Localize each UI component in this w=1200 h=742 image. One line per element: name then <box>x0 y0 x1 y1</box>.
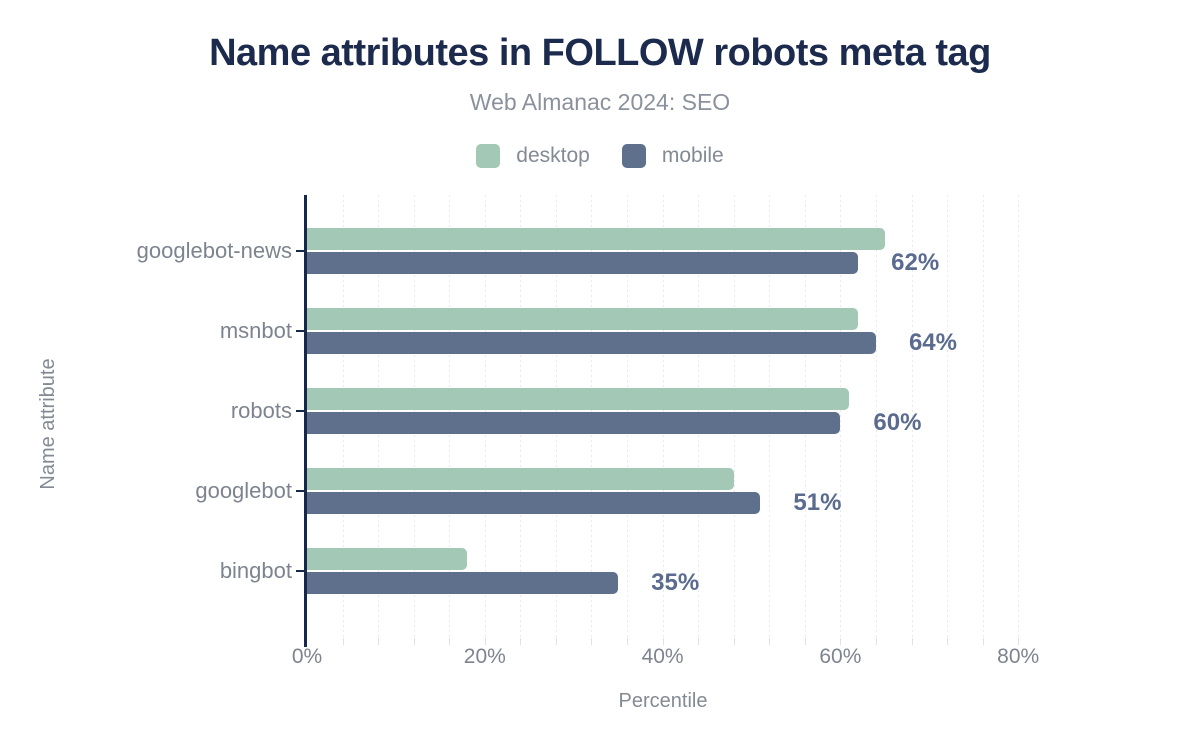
category-label: bingbot <box>219 558 292 583</box>
desktop-bar <box>307 468 734 490</box>
desktop-bar <box>307 388 850 410</box>
mobile-bar <box>307 252 859 274</box>
mobile-bar <box>307 572 619 594</box>
desktop-bar <box>307 308 859 330</box>
y-axis-line <box>304 195 307 638</box>
mobile-bar <box>307 412 841 434</box>
gridline <box>875 195 877 638</box>
gridline <box>982 195 984 638</box>
category-label: msnbot <box>219 318 292 343</box>
value-label: 51% <box>793 489 842 516</box>
x-axis-tick-label: 40% <box>641 645 684 668</box>
x-axis-minor-tick <box>947 638 949 645</box>
x-axis-minor-tick <box>698 638 700 645</box>
chart-legend: desktop mobile <box>0 142 1200 170</box>
y-axis-tick <box>296 570 304 572</box>
x-axis-zero-tick <box>304 638 307 647</box>
gridline <box>840 195 842 638</box>
x-axis-minor-tick <box>662 638 664 645</box>
category-label: googlebot <box>195 478 292 503</box>
x-axis-minor-tick <box>875 638 877 645</box>
y-axis-tick <box>296 490 304 492</box>
mobile-bar <box>307 492 761 514</box>
chart-subtitle: Web Almanac 2024: SEO <box>469 89 731 115</box>
x-axis-minor-tick <box>769 638 771 645</box>
x-axis-tick-label: 80% <box>997 645 1040 668</box>
x-axis-minor-tick <box>520 638 522 645</box>
y-axis-tick <box>296 410 304 412</box>
x-axis-minor-tick <box>840 638 842 645</box>
chart-title: Name attributes in FOLLOW robots meta ta… <box>209 32 991 74</box>
gridline <box>947 195 949 638</box>
x-axis-minor-tick <box>591 638 593 645</box>
x-axis-tick-label: 60% <box>819 645 862 668</box>
desktop-swatch-icon <box>476 144 501 168</box>
x-axis-title: Percentile <box>618 690 708 712</box>
x-axis-minor-tick <box>982 638 984 645</box>
x-axis-minor-tick <box>378 638 380 645</box>
x-axis-minor-tick <box>449 638 451 645</box>
x-axis-minor-tick <box>911 638 913 645</box>
x-axis-minor-tick <box>1018 638 1020 645</box>
x-axis-minor-tick <box>555 638 557 645</box>
desktop-bar <box>307 548 468 570</box>
x-axis-minor-tick <box>484 638 486 645</box>
y-axis-tick <box>296 250 304 252</box>
category-label: googlebot-news <box>136 238 292 263</box>
legend-item-mobile: mobile <box>621 144 724 168</box>
legend-label-mobile: mobile <box>661 144 724 167</box>
gridline <box>911 195 913 638</box>
x-axis-minor-tick <box>413 638 415 645</box>
x-axis-tick-label: 20% <box>463 645 506 668</box>
y-axis-title: Name attribute <box>37 358 59 490</box>
y-axis-tick <box>296 330 304 332</box>
legend-label-desktop: desktop <box>516 144 590 167</box>
x-axis-tick-label: 0% <box>291 645 323 668</box>
value-label: 60% <box>873 409 922 436</box>
x-axis-minor-tick <box>804 638 806 645</box>
legend-item-desktop: desktop <box>476 144 590 168</box>
category-label: robots <box>230 398 292 423</box>
mobile-bar <box>307 332 876 354</box>
x-axis-minor-tick <box>733 638 735 645</box>
desktop-bar <box>307 228 885 250</box>
gridline <box>1018 195 1020 638</box>
value-label: 35% <box>651 569 700 596</box>
value-label: 64% <box>908 329 957 356</box>
x-axis-minor-tick <box>342 638 344 645</box>
value-label: 62% <box>891 249 940 276</box>
mobile-swatch-icon <box>621 144 646 168</box>
x-axis-minor-tick <box>627 638 629 645</box>
